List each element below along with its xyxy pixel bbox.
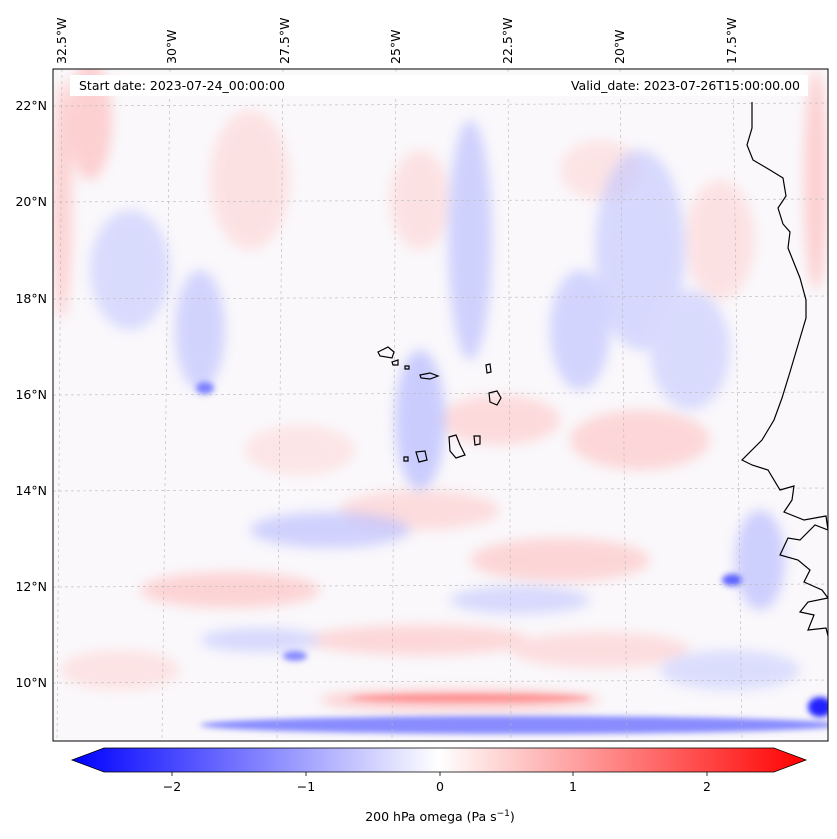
lon-label: 25°W [388,29,403,64]
lon-label: 30°W [164,29,179,64]
colorbar-tick: −2 [163,779,181,794]
start-date-label: Start date: 2023-07-24_00:00:00 [79,78,285,93]
annotation-background [70,75,808,96]
lon-label: 17.5°W [724,18,739,64]
colorbar-tick: 1 [569,779,577,794]
lat-label: 18°N [15,291,47,306]
lat-label: 22°N [15,98,47,113]
graticule [53,69,828,741]
colorbar-tick: 2 [703,779,711,794]
lon-label: 32.5°W [54,18,69,64]
colorbar: −2 −1 0 1 2 200 hPa omega (Pa s−1) [70,747,808,824]
lon-label: 22.5°W [500,18,515,64]
lon-label: 27.5°W [277,18,292,64]
colorbar-tick: 0 [436,779,444,794]
longitude-labels: 32.5°W 30°W 27.5°W 25°W 22.5°W 20°W 17.5… [54,18,739,64]
colorbar-tick: −1 [297,779,315,794]
colorbar-label: 200 hPa omega (Pa s−1) [365,809,515,824]
lat-label: 20°N [15,194,47,209]
valid-date-label: Valid_date: 2023-07-26T15:00:00.00 [571,78,800,93]
latitude-labels: 22°N 20°N 18°N 16°N 14°N 12°N 10°N [15,98,47,690]
lat-label: 12°N [15,579,47,594]
coastline [377,102,828,637]
map-panel: Start date: 2023-07-24_00:00:00 Valid_da… [52,68,829,742]
omega-field [53,69,828,734]
lat-label: 14°N [15,483,47,498]
lat-label: 10°N [15,675,47,690]
cape-verde-islands [377,346,395,359]
lat-label: 16°N [15,387,47,402]
lon-label: 20°W [612,29,627,64]
colorbar-scale [70,747,808,773]
